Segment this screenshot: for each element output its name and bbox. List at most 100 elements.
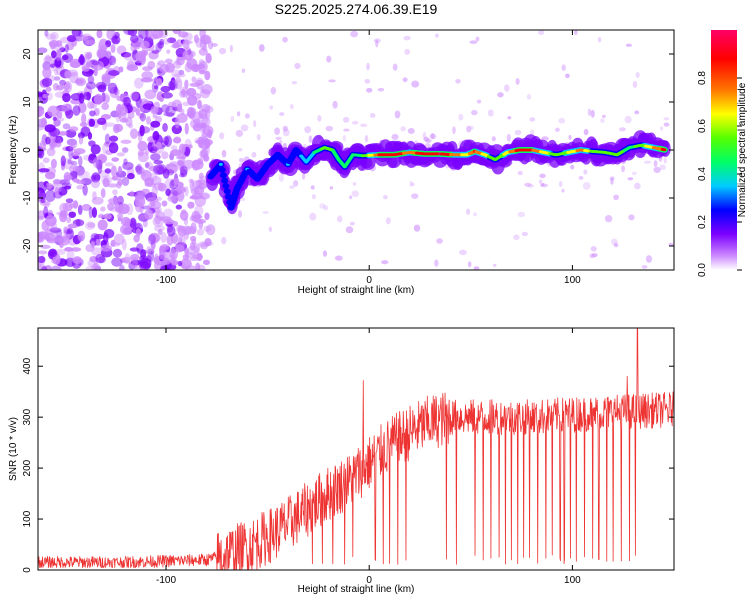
spectrogram-noise-blob bbox=[107, 198, 119, 204]
spectrogram-noise-blob bbox=[65, 198, 74, 204]
spectrogram-ridge-core bbox=[232, 196, 237, 200]
spectrogram-noise-blob bbox=[44, 30, 49, 37]
spectrogram-noise-blob bbox=[182, 39, 190, 50]
spectrogram-noise-blob bbox=[282, 36, 288, 43]
spectrogram-noise-blob bbox=[63, 174, 73, 181]
spectrogram-noise-blob bbox=[176, 56, 185, 66]
spectrogram-noise-blob bbox=[46, 226, 57, 232]
spectrogram-noise-blob bbox=[85, 81, 97, 90]
spectrogram-noise-blob bbox=[184, 79, 189, 90]
spectrogram-noise-blob bbox=[87, 101, 95, 110]
spectrogram-y-tick-label-1: -10 bbox=[22, 190, 33, 205]
colorbar-tick-label-2: 0.4 bbox=[697, 167, 708, 181]
spectrogram-noise-blob bbox=[103, 213, 112, 220]
colorbar-label: Normalized spectral amplitude bbox=[737, 82, 748, 217]
spectrogram-noise-blob bbox=[326, 55, 332, 63]
spectrogram-noise-blob bbox=[121, 256, 133, 264]
spectrogram-noise-blob bbox=[139, 258, 152, 269]
spectrogram-noise-blob bbox=[124, 252, 131, 263]
spectrogram-noise-blob bbox=[69, 126, 79, 132]
spectrogram-noise-blob bbox=[150, 120, 161, 128]
spectrogram-noise-blob bbox=[69, 202, 74, 209]
spectrogram-noise-blob bbox=[40, 117, 48, 128]
spectrogram-noise-blob bbox=[423, 136, 430, 142]
spectrogram-noise-blob bbox=[364, 78, 371, 84]
spectrogram-noise-blob bbox=[663, 117, 670, 121]
spectrogram-noise-blob bbox=[81, 65, 90, 72]
spectrogram-noise-blob bbox=[181, 88, 186, 98]
spectrogram-noise-blob bbox=[150, 176, 162, 186]
spectrogram-x-tick-label-1: 0 bbox=[366, 275, 372, 286]
spectrogram-noise-blob bbox=[179, 173, 185, 178]
spectrogram-noise-blob bbox=[91, 174, 96, 183]
spectrogram-noise-blob bbox=[601, 114, 606, 119]
spectrogram-noise-blob bbox=[38, 47, 48, 54]
spectrogram-noise-blob bbox=[159, 265, 170, 270]
spectrogram-noise-blob bbox=[151, 49, 160, 54]
spectrogram-noise-blob bbox=[172, 235, 183, 246]
spectrogram-noise-blob bbox=[349, 221, 355, 226]
spectrogram-noise-blob bbox=[487, 109, 494, 117]
snr-x-ticks: -100 0 100 bbox=[156, 328, 581, 586]
spectrogram-noise-blob bbox=[64, 44, 69, 53]
spectrogram-noise-blob bbox=[400, 126, 406, 132]
colorbar-gradient bbox=[711, 30, 737, 270]
spectrogram-ridge-core bbox=[223, 184, 228, 188]
spectrogram-noise-blob bbox=[54, 43, 64, 52]
spectrogram-noise-blob bbox=[111, 175, 119, 181]
spectrogram-noise-blob bbox=[627, 177, 634, 181]
spectrogram-noise-blob bbox=[497, 92, 504, 98]
spectrogram-noise-blob bbox=[349, 195, 353, 200]
spectrogram-noise-blob bbox=[67, 159, 72, 165]
spectrogram-noise-blob bbox=[76, 184, 85, 190]
spectrogram-noise-blob bbox=[173, 41, 180, 49]
spectrogram-noise-blob bbox=[294, 62, 301, 70]
spectrogram-noise-blob bbox=[322, 250, 327, 257]
spectrogram-noise-blob bbox=[75, 77, 86, 87]
spectrogram-noise-blob bbox=[64, 247, 73, 252]
spectrogram-noise-blob bbox=[625, 43, 632, 47]
spectrogram-noise-blob bbox=[107, 82, 118, 94]
spectrogram-noise-blob bbox=[66, 249, 75, 261]
spectrogram-noise-blob bbox=[43, 206, 49, 218]
spectrogram-noise-blob bbox=[506, 133, 511, 142]
spectrogram-noise-blob bbox=[471, 109, 478, 116]
spectrogram-noise-blob bbox=[54, 186, 59, 199]
spectrogram-noise-blob bbox=[56, 110, 63, 119]
spectrogram-ridge-core bbox=[233, 191, 238, 195]
spectrogram-noise-blob bbox=[170, 149, 183, 157]
spectrogram-noise-blob bbox=[140, 77, 153, 83]
spectrogram-noise-blob bbox=[96, 48, 106, 59]
spectrogram-noise-blob bbox=[274, 127, 281, 135]
spectrogram-noise-blob bbox=[146, 245, 152, 255]
spectrogram-noise-blob bbox=[91, 60, 100, 66]
spectrogram-noise-blob bbox=[103, 228, 115, 239]
spectrogram-noise-blob bbox=[198, 48, 208, 56]
spectrogram-noise-blob bbox=[308, 135, 313, 143]
spectrogram-noise-blob bbox=[351, 120, 359, 125]
spectrogram-noise-blob bbox=[329, 186, 334, 190]
spectrogram-noise-blob bbox=[64, 70, 72, 79]
spectrogram-noise-blob bbox=[177, 159, 184, 166]
spectrogram-noise-blob bbox=[47, 105, 60, 117]
spectrogram-noise-blob bbox=[256, 133, 261, 141]
spectrogram-noise-blob bbox=[186, 111, 193, 117]
spectrogram-noise-blob bbox=[135, 166, 145, 175]
spectrogram-noise-blob bbox=[524, 182, 532, 187]
spectrogram-noise-blob bbox=[100, 244, 112, 252]
spectrogram-noise-blob bbox=[52, 82, 59, 91]
spectrogram-noise-blob bbox=[538, 30, 545, 35]
spectrogram-noise-blob bbox=[154, 253, 159, 262]
spectrogram-noise-blob bbox=[71, 30, 82, 37]
spectrogram-noise-blob bbox=[41, 77, 53, 88]
spectrogram-noise-blob bbox=[80, 126, 91, 137]
spectrogram-noise-blob bbox=[196, 228, 204, 236]
spectrogram-ridge-core bbox=[222, 179, 227, 183]
spectrogram-noise-blob bbox=[61, 182, 72, 189]
spectrogram-noise-blob bbox=[151, 30, 164, 39]
spectrogram-noise-blob bbox=[178, 69, 185, 76]
spectrogram-noise-blob bbox=[130, 34, 139, 44]
spectrogram-noise-blob bbox=[123, 96, 131, 107]
spectrogram-noise-blob bbox=[87, 75, 95, 84]
spectrogram-noise-blob bbox=[144, 30, 153, 38]
